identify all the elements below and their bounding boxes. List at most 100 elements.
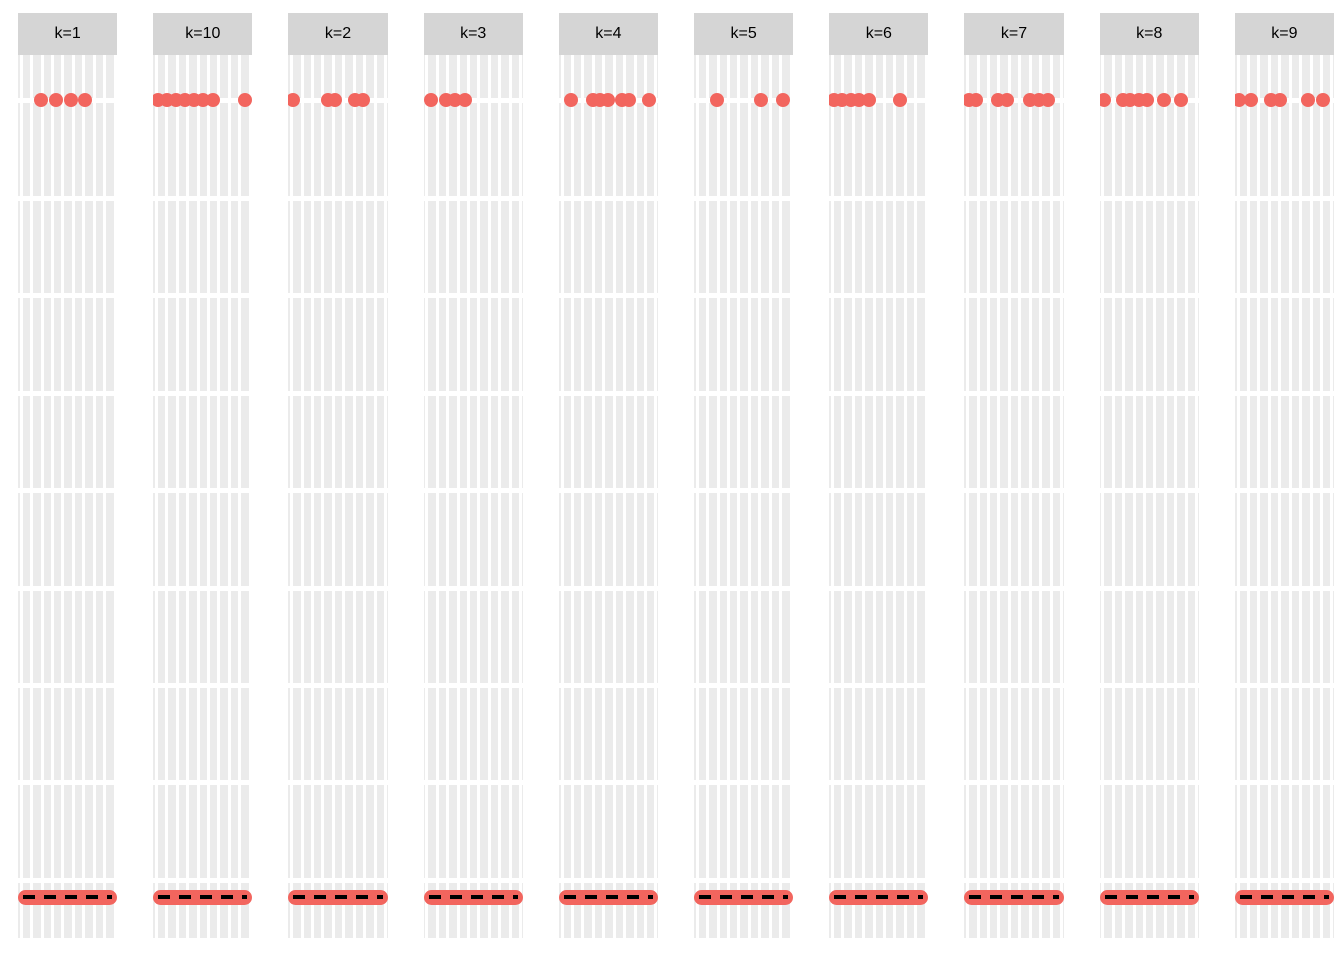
plot-area	[694, 55, 794, 938]
facet-strip-label: k=1	[54, 25, 81, 42]
data-point	[622, 93, 637, 108]
gridline-horizontal	[423, 390, 523, 396]
gridline-vertical	[352, 55, 356, 938]
gridline-vertical	[1236, 55, 1240, 938]
gridline-horizontal	[964, 292, 1064, 298]
gridline-vertical	[1319, 55, 1323, 938]
gridline-vertical	[966, 55, 970, 938]
facet-strip-label: k=10	[185, 25, 221, 42]
facet-panel: k=10	[153, 13, 253, 938]
gridline-vertical	[841, 55, 845, 938]
data-point	[1173, 93, 1188, 108]
gridline-horizontal	[18, 585, 118, 591]
gridline-vertical	[727, 55, 731, 938]
gridline-horizontal	[829, 487, 929, 493]
gridline-horizontal	[153, 390, 253, 396]
data-point	[709, 93, 724, 108]
gridline-horizontal	[829, 585, 929, 591]
gridline-vertical	[1007, 55, 1011, 938]
reference-dashed-line	[158, 895, 248, 900]
gridline-vertical	[165, 55, 169, 938]
facet-strip: k=7	[964, 13, 1064, 55]
gridline-horizontal	[288, 487, 388, 493]
gridline-horizontal	[964, 195, 1064, 201]
gridline-vertical	[342, 55, 346, 938]
data-point	[969, 93, 984, 108]
gridline-vertical	[716, 55, 720, 938]
data-point	[78, 93, 93, 108]
gridline-vertical	[1278, 55, 1282, 938]
gridline-vertical	[987, 55, 991, 938]
facet-panel: k=6	[829, 13, 929, 938]
gridline-horizontal	[288, 390, 388, 396]
plot-area	[964, 55, 1064, 938]
gridline-vertical	[924, 55, 928, 938]
gridline-horizontal	[153, 780, 253, 786]
gridline-vertical	[633, 55, 637, 938]
gridline-vertical	[331, 55, 335, 938]
facet-panel: k=7	[964, 13, 1064, 938]
gridline-vertical	[883, 55, 887, 938]
gridline-horizontal	[694, 195, 794, 201]
gridline-vertical	[1018, 55, 1022, 938]
gridline-vertical	[217, 55, 221, 938]
gridline-horizontal	[964, 487, 1064, 493]
gridline-vertical	[1174, 55, 1178, 938]
gridline-vertical	[1143, 55, 1147, 938]
gridline-vertical	[591, 55, 595, 938]
gridline-horizontal	[1099, 682, 1199, 688]
facet-strip-label: k=2	[324, 25, 352, 42]
gridline-vertical	[446, 55, 450, 938]
facet-strip: k=4	[558, 13, 659, 55]
plot-area	[153, 55, 253, 938]
data-point	[1273, 93, 1288, 108]
reference-dashed-line	[1239, 895, 1330, 900]
gridline-horizontal	[558, 195, 659, 201]
gridline-horizontal	[288, 780, 388, 786]
gridline-horizontal	[1099, 780, 1199, 786]
gridline-vertical	[175, 55, 179, 938]
data-point	[458, 93, 473, 108]
gridline-horizontal	[558, 780, 659, 786]
gridline-vertical	[373, 55, 377, 938]
reference-dashed-line	[563, 895, 654, 900]
reference-dashed-line	[293, 895, 383, 900]
gridline-vertical	[477, 55, 481, 938]
gridline-vertical	[623, 55, 627, 938]
data-point	[1316, 93, 1331, 108]
gridline-vertical	[779, 55, 783, 938]
gridline-horizontal	[964, 682, 1064, 688]
gridline-vertical	[706, 55, 710, 938]
gridline-vertical	[227, 55, 231, 938]
gridline-vertical	[1309, 55, 1313, 938]
gridline-horizontal	[288, 585, 388, 591]
facet-strip-label: k=3	[460, 25, 487, 42]
facet-strip: k=2	[288, 13, 388, 55]
gridline-horizontal	[423, 878, 523, 884]
facet-panel: k=1	[18, 13, 118, 938]
data-point	[776, 93, 791, 108]
facet-panel: k=2	[288, 13, 388, 938]
facet-panel: k=4	[558, 13, 659, 938]
gridline-vertical	[768, 55, 772, 938]
data-point	[861, 93, 876, 108]
plot-area	[1099, 55, 1199, 938]
gridline-horizontal	[829, 97, 929, 103]
gridline-vertical	[238, 55, 242, 938]
gridline-vertical	[571, 55, 574, 938]
facet-strip-label: k=4	[595, 25, 622, 42]
gridline-vertical	[1330, 55, 1334, 938]
gridline-horizontal	[1234, 682, 1335, 688]
gridline-horizontal	[1099, 390, 1199, 396]
gridline-vertical	[1299, 55, 1303, 938]
gridline-horizontal	[694, 487, 794, 493]
facet-strip: k=10	[153, 13, 253, 55]
gridline-horizontal	[694, 390, 794, 396]
gridline-vertical	[1049, 55, 1053, 938]
gridline-horizontal	[18, 682, 118, 688]
gridline-horizontal	[558, 682, 659, 688]
gridline-horizontal	[423, 292, 523, 298]
facet-strip-label: k=6	[865, 25, 892, 42]
reference-dashed-line	[1104, 895, 1194, 900]
data-point	[153, 93, 166, 108]
